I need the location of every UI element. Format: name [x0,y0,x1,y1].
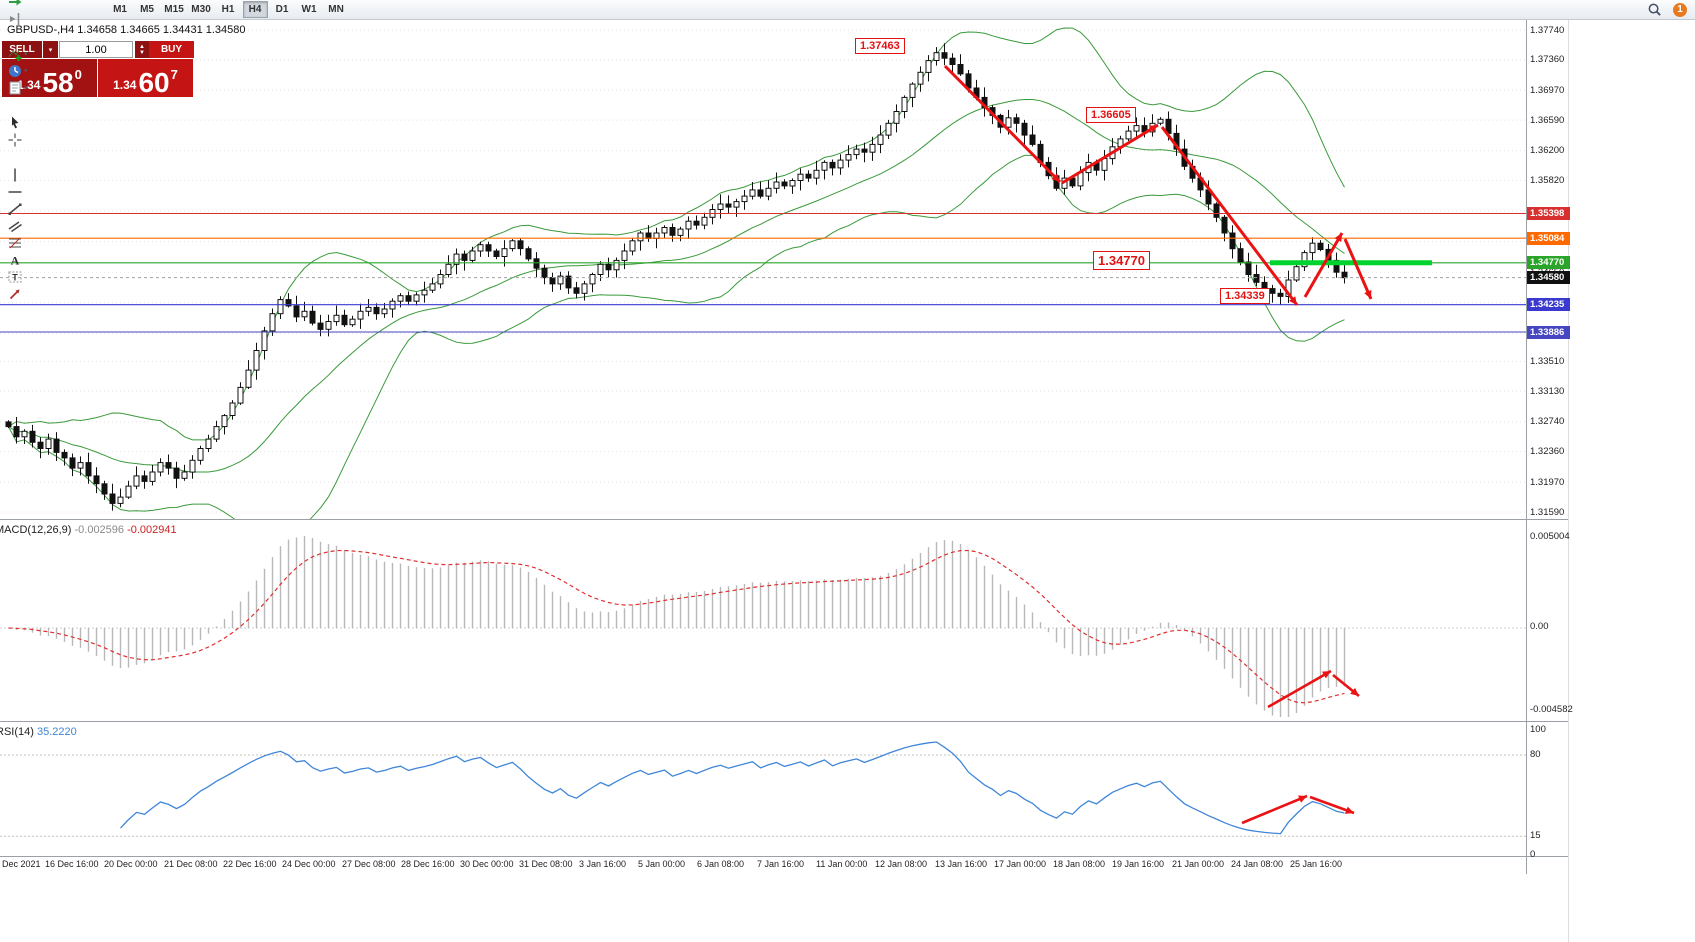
text-icon: A [7,252,23,268]
timeframe-m30-button[interactable]: M30 [191,4,211,15]
svg-text:A: A [11,254,20,268]
cursor-button[interactable] [5,115,90,132]
dropdown-caret-icon: ▾ [24,85,28,92]
templates-icon [7,80,23,96]
toolbar-buttons: New OrderMAutoTrading▾▾▾AT [4,0,91,303]
buy-price-base: 1.34 [113,78,137,92]
trade-panel-controls: SELL ▾ ▲▼ BUY [2,41,194,58]
rsi-line [120,741,1345,835]
text-label-button[interactable]: T [5,269,90,286]
notifications-badge[interactable]: 1 [1673,2,1687,17]
volume-stepper[interactable]: ▲ ▼ [135,41,149,58]
sell-price-pips: 58 [42,67,74,99]
timeframe-toolbar: M1 M5 M15 M30 H1 H4 D1 W1 MN [107,1,350,18]
periods-button[interactable]: ▾ [5,63,90,80]
dropdown-caret-icon: ▾ [24,68,28,75]
search-icon [1647,2,1662,17]
candlestick-series [5,43,1348,511]
buy-price-pips: 60 [138,67,170,99]
chart-shift-button[interactable] [5,11,90,28]
templates-button[interactable]: ▾ [5,80,90,97]
stepper-up-icon: ▲ [139,43,145,50]
toolbar-right: 1 [1644,1,1695,18]
timeframe-mn-button[interactable]: MN [328,4,344,15]
auto-scroll-button[interactable] [5,0,90,11]
stepper-down-icon: ▼ [139,49,145,56]
trendline-button[interactable] [5,201,90,218]
trade-panel-prices: 1.34 58 0 1.34 60 7 [2,59,194,97]
buy-price-point: 7 [170,67,178,82]
arrows-button[interactable] [5,286,90,303]
vertical-line-button[interactable] [5,167,90,184]
buy-price-display[interactable]: 1.34 60 7 [98,59,193,97]
volume-field [59,41,133,58]
trend-arrows[interactable] [943,64,1373,825]
autoscroll-icon [7,0,23,10]
indicators-button[interactable]: ▾ [5,46,90,63]
svg-text:T: T [12,273,18,283]
buy-button[interactable]: BUY [149,41,194,58]
horizontal-line-button[interactable] [5,184,90,201]
search-button[interactable] [1645,1,1664,18]
timeframe-d1-button[interactable]: D1 [275,4,289,15]
indicators-icon [7,46,23,62]
timeframe-h4-button[interactable]: H4 [242,1,268,18]
dropdown-caret-icon: ▾ [24,51,28,58]
chartshift-icon [7,11,23,27]
macd-histogram [15,536,1346,717]
price-level-lines [0,212,1526,333]
timeframe-m15-button[interactable]: M15 [164,4,184,15]
timeframe-m5-button[interactable]: M5 [140,4,154,15]
sell-price-base: 1.34 [17,78,41,92]
sell-button[interactable]: SELL [2,41,42,58]
arrows-icon [7,286,23,302]
macd-signal-line [8,549,1345,704]
volume-input[interactable] [60,42,132,57]
timeframe-h1-button[interactable]: H1 [221,4,235,15]
periods-icon [7,63,23,79]
equidistant-channel-button[interactable] [5,218,90,235]
timeframe-m1-button[interactable]: M1 [113,4,127,15]
sell-dropdown[interactable]: ▾ [43,41,58,58]
timeframe-w1-button[interactable]: W1 [301,4,317,15]
crosshair-icon [7,132,23,148]
toolbar: New OrderMAutoTrading▾▾▾AT M1M5M15M30H1H… [0,0,1695,300]
crosshair-button[interactable] [5,132,90,149]
channel-icon [7,218,23,234]
text-button[interactable]: A [5,252,90,269]
vline-icon [7,167,23,183]
fibo-icon [7,235,23,251]
fibonacci-button[interactable] [5,235,90,252]
trendline-icon [7,201,23,217]
sell-price-point: 0 [74,67,82,82]
cursor-icon [7,115,23,131]
hline-icon [7,184,23,200]
label-icon: T [7,269,23,285]
